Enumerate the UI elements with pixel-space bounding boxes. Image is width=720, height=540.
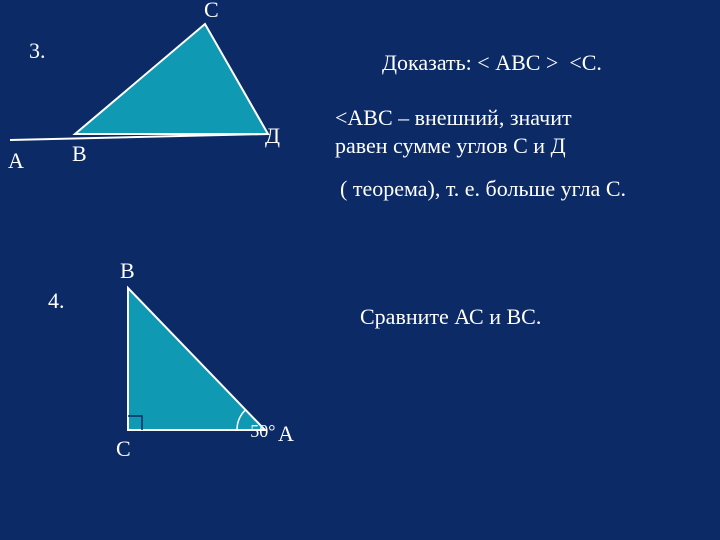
problem-3-proof-line-1: <АВС – внешний, значит [335,105,572,131]
prove-prefix: Доказать: [382,50,477,75]
problem-3-proof-line-3: ( теорема), т. е. больше угла С. [340,176,626,202]
problem-3-proof-line-2: равен сумме углов С и Д [335,133,566,159]
problem-4-task: Сравните АС и ВС. [360,304,541,330]
problem-3-number: 3. [29,38,46,64]
vertex-label-3-D: Д [265,123,280,149]
vertex-label-4-B: В [120,258,135,284]
prove-expr: < АВС > <С. [477,50,602,75]
vertex-label-3-A: А [8,148,24,174]
vertex-label-3-B: В [72,141,87,167]
problem-3-prove: Доказать: < АВС > <С. [360,24,602,102]
angle-label-50: 50° [250,421,275,441]
problem-4-number: 4. [48,288,65,314]
vertex-label-3-C: С [204,0,219,23]
slide: 50° 3. Доказать: < АВС > <С. <АВС – внеш… [0,0,720,540]
vertex-label-4-A: А [278,421,294,447]
vertex-label-4-C: С [116,436,131,462]
